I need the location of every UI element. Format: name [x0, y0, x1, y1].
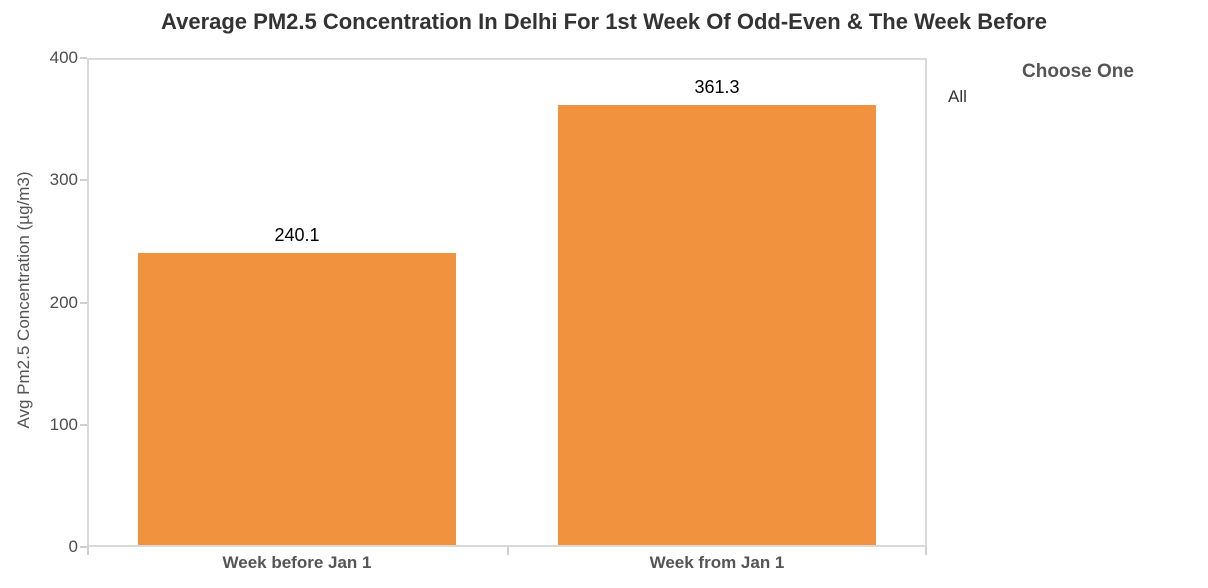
y-axis-tick-mark — [80, 546, 87, 548]
x-axis-tick-mark — [925, 547, 927, 555]
bar-week-from-jan-1[interactable] — [558, 105, 876, 545]
filter-panel-title: Choose One — [1022, 61, 1134, 82]
y-axis-tick-label: 100 — [49, 414, 78, 434]
y-axis-tick-label: 400 — [49, 48, 78, 67]
y-axis-tick-label: 0 — [68, 537, 78, 556]
chart-title: Average PM2.5 Concentration In Delhi For… — [161, 9, 1047, 34]
y-axis-tick-label: 200 — [49, 292, 78, 312]
bar-week-before-jan-1[interactable] — [138, 253, 456, 545]
y-axis-tick-mark — [80, 179, 87, 182]
bar-value-label: 361.3 — [694, 77, 740, 98]
y-axis-tick-label: 300 — [49, 170, 78, 190]
x-axis-tick-mark — [507, 547, 509, 555]
bar-value-label: 240.1 — [274, 225, 320, 246]
x-axis-category-label: Week before Jan 1 — [222, 553, 372, 572]
y-axis-tick-mark — [80, 57, 87, 59]
y-axis-tick-mark — [80, 301, 87, 304]
x-axis-tick-mark — [87, 547, 89, 555]
x-axis-category-label: Week from Jan 1 — [649, 553, 785, 572]
y-axis-tick-mark — [80, 423, 87, 426]
filter-option-all[interactable]: All — [948, 87, 967, 106]
